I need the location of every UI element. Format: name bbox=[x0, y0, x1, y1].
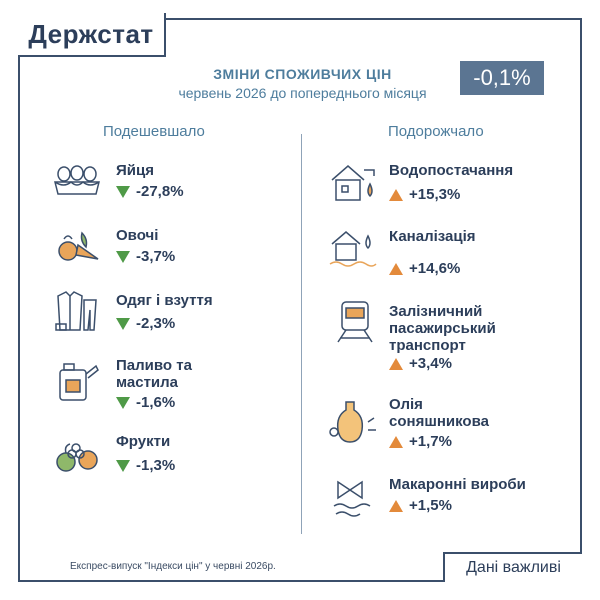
eggs-icon bbox=[52, 160, 102, 204]
up-arrow-icon bbox=[389, 435, 403, 448]
item-name: Паливо та мастила bbox=[116, 357, 192, 391]
item-name: Каналізація bbox=[389, 228, 476, 245]
important-data-label: Дані важливі bbox=[443, 552, 582, 582]
down-arrow-icon bbox=[116, 396, 130, 409]
clothing-icon bbox=[52, 290, 102, 334]
column-heading-cheaper: Подешевшало bbox=[103, 123, 205, 140]
item-value: -1,3% bbox=[116, 457, 175, 474]
column-divider bbox=[301, 134, 302, 534]
item-name: Яйця bbox=[116, 162, 154, 179]
sewerage-icon bbox=[328, 228, 378, 272]
item-name: Водопостачання bbox=[389, 162, 514, 179]
item-value: -3,7% bbox=[116, 248, 175, 265]
down-arrow-icon bbox=[116, 185, 130, 198]
column-heading-pricier: Подорожчало bbox=[388, 123, 484, 140]
item-value: +1,5% bbox=[389, 497, 452, 514]
pasta-icon bbox=[328, 476, 378, 520]
chart-title: ЗМІНИ СПОЖИВЧИХ ЦІН bbox=[213, 66, 392, 82]
chart-subtitle: червень 2026 до попереднього місяця bbox=[178, 85, 427, 101]
up-arrow-icon bbox=[389, 188, 403, 201]
up-arrow-icon bbox=[389, 262, 403, 275]
item-value: -1,6% bbox=[116, 394, 175, 411]
water-supply-icon bbox=[328, 160, 378, 204]
item-name: Одяг і взуття bbox=[116, 292, 213, 309]
vegetables-icon bbox=[52, 225, 102, 269]
fruits-icon bbox=[52, 432, 102, 476]
item-value: -27,8% bbox=[116, 183, 184, 200]
item-value: +1,7% bbox=[389, 433, 452, 450]
item-value: +3,4% bbox=[389, 355, 452, 372]
item-name: Овочі bbox=[116, 227, 159, 244]
down-arrow-icon bbox=[116, 317, 130, 330]
item-value: +15,3% bbox=[389, 186, 460, 203]
item-name: Фрукти bbox=[116, 433, 171, 450]
down-arrow-icon bbox=[116, 459, 130, 472]
up-arrow-icon bbox=[389, 499, 403, 512]
item-value: -2,3% bbox=[116, 315, 175, 332]
item-name: Залізничний пасажирський транспорт bbox=[389, 303, 496, 354]
logo-box: Держстат bbox=[18, 13, 166, 57]
total-change-badge: -0,1% bbox=[460, 61, 544, 95]
footer-note: Експрес-випуск "Індекси цін" у червні 20… bbox=[70, 561, 276, 572]
item-name: Олія соняшникова bbox=[389, 396, 489, 430]
up-arrow-icon bbox=[389, 357, 403, 370]
item-name: Макаронні вироби bbox=[389, 476, 526, 493]
oil-bottle-icon bbox=[328, 400, 378, 444]
down-arrow-icon bbox=[116, 250, 130, 263]
item-value: +14,6% bbox=[389, 260, 460, 277]
infographic-frame bbox=[18, 18, 582, 582]
train-icon bbox=[330, 300, 380, 344]
logo: Держстат bbox=[28, 18, 154, 49]
fuel-canister-icon bbox=[52, 360, 102, 404]
